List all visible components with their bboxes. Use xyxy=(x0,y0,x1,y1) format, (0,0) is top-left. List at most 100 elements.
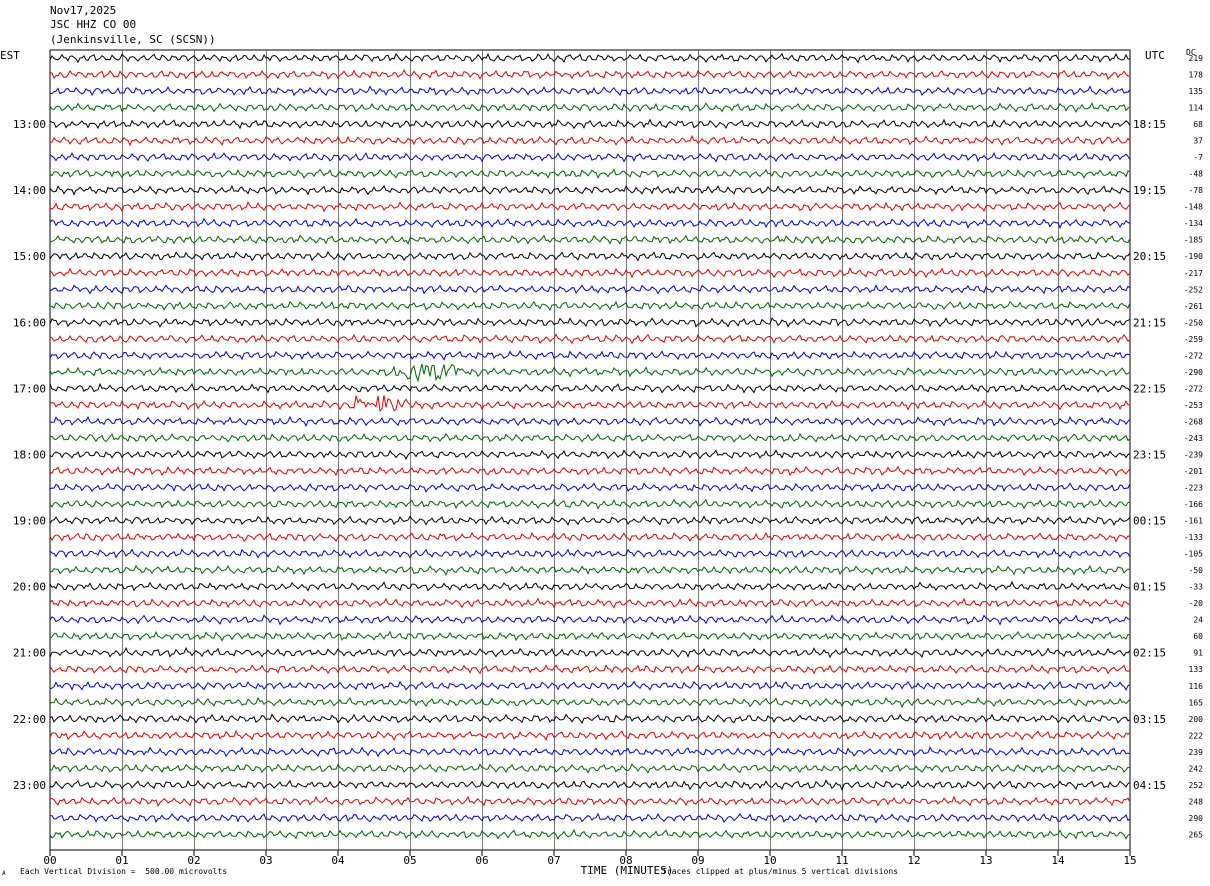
dc-offset-label: -261 xyxy=(1184,302,1203,311)
trace-line-21 xyxy=(49,395,1131,412)
right-hour-label: 19:15 xyxy=(1133,184,1166,197)
dc-offset-label: 252 xyxy=(1189,781,1204,790)
trace-line-12 xyxy=(49,250,1131,262)
x-tick-label: 11 xyxy=(835,854,848,867)
dc-offset-label: -105 xyxy=(1184,550,1203,559)
corner-mark: A xyxy=(2,870,6,877)
right-hour-label: 00:15 xyxy=(1133,515,1166,528)
left-hour-label: 13:00 xyxy=(13,118,46,131)
x-tick-label: 03 xyxy=(259,854,272,867)
left-hour-label: 16:00 xyxy=(13,316,46,329)
dc-offset-label: -190 xyxy=(1184,252,1203,261)
right-hour-label: 20:15 xyxy=(1133,250,1166,263)
trace-line-45 xyxy=(49,795,1131,807)
dc-offset-label: 178 xyxy=(1189,71,1204,80)
dc-offset-label: 219 xyxy=(1189,54,1204,63)
trace-line-31 xyxy=(49,564,1130,576)
trace-line-16 xyxy=(49,317,1131,328)
x-tick-label: 14 xyxy=(1051,854,1065,867)
dc-offset-label: -201 xyxy=(1184,467,1203,476)
scale-note: Each Vertical Division = 500.00 microvol… xyxy=(20,867,228,876)
dc-offset-label: -161 xyxy=(1184,517,1203,526)
right-hour-label: 01:15 xyxy=(1133,581,1166,594)
trace-line-3 xyxy=(49,101,1131,113)
trace-line-42 xyxy=(49,746,1131,758)
dc-offset-label: -166 xyxy=(1184,500,1203,509)
trace-line-34 xyxy=(49,614,1131,626)
left-hour-label: 20:00 xyxy=(13,581,46,594)
dc-offset-label: -185 xyxy=(1184,236,1203,245)
dc-offset-label: 239 xyxy=(1189,748,1204,757)
dc-offset-label: -250 xyxy=(1184,318,1203,327)
trace-line-1 xyxy=(49,69,1131,81)
trace-line-47 xyxy=(49,828,1131,840)
dc-offset-label: -7 xyxy=(1193,153,1203,162)
dc-label: DC xyxy=(1186,48,1196,57)
x-tick-label: 01 xyxy=(115,854,128,867)
dc-offset-label: -272 xyxy=(1184,384,1203,393)
right-hour-label: 23:15 xyxy=(1133,448,1166,461)
x-tick-label: 15 xyxy=(1123,854,1136,867)
trace-line-4 xyxy=(49,118,1131,130)
dc-offset-label: -243 xyxy=(1184,434,1203,443)
right-hour-label: 22:15 xyxy=(1133,382,1166,395)
header-date: Nov17,2025 xyxy=(50,4,117,17)
x-tick-label: 06 xyxy=(475,854,488,867)
dc-offset-label: -50 xyxy=(1189,566,1204,575)
left-hour-label: 15:00 xyxy=(13,250,46,263)
x-tick-label: 13 xyxy=(979,854,992,867)
trace-line-11 xyxy=(49,234,1131,245)
left-hour-label: 14:00 xyxy=(13,184,46,197)
trace-line-26 xyxy=(49,482,1131,493)
trace-line-5 xyxy=(49,134,1131,147)
trace-line-23 xyxy=(49,432,1131,443)
left-timezone-label: EST xyxy=(0,49,20,62)
trace-line-10 xyxy=(49,217,1131,230)
x-tick-label: 02 xyxy=(187,854,200,867)
dc-offset-label: 265 xyxy=(1189,830,1204,839)
dc-offset-label: 114 xyxy=(1189,104,1204,113)
x-tick-label: 09 xyxy=(691,854,704,867)
x-tick-label: 08 xyxy=(619,854,632,867)
dc-offset-label: 165 xyxy=(1189,698,1204,707)
plot-frame xyxy=(49,49,1131,851)
dc-offset-label: -134 xyxy=(1184,219,1203,228)
trace-line-13 xyxy=(49,267,1131,279)
trace-line-15 xyxy=(49,300,1131,312)
dc-offset-label: -48 xyxy=(1189,170,1204,179)
right-hour-label: 02:15 xyxy=(1133,647,1166,660)
dc-offset-label: 68 xyxy=(1193,120,1203,129)
left-hour-label: 22:00 xyxy=(13,713,46,726)
trace-line-40 xyxy=(49,713,1131,725)
dc-offset-label: -33 xyxy=(1189,583,1204,592)
dc-offset-label: 116 xyxy=(1189,682,1204,691)
trace-line-35 xyxy=(49,630,1131,642)
trace-line-41 xyxy=(49,729,1131,741)
dc-offset-label: -20 xyxy=(1189,599,1204,608)
trace-line-38 xyxy=(49,680,1131,691)
dc-offset-label: -268 xyxy=(1184,417,1203,426)
trace-line-20 xyxy=(49,382,1131,394)
trace-line-14 xyxy=(49,284,1131,295)
trace-line-0 xyxy=(49,52,1130,64)
right-hour-label: 18:15 xyxy=(1133,118,1166,131)
dc-offset-label: 60 xyxy=(1193,632,1203,641)
trace-line-43 xyxy=(50,762,1131,774)
dc-offset-label: -252 xyxy=(1184,285,1203,294)
x-tick-label: 04 xyxy=(331,854,345,867)
dc-offset-label: 200 xyxy=(1189,715,1204,724)
trace-line-37 xyxy=(49,663,1131,675)
trace-line-22 xyxy=(49,415,1131,428)
trace-line-8 xyxy=(49,184,1131,196)
left-hour-label: 19:00 xyxy=(13,515,46,528)
right-hour-label: 03:15 xyxy=(1133,713,1166,726)
trace-line-46 xyxy=(49,812,1131,824)
right-hour-label: 04:15 xyxy=(1133,779,1166,792)
trace-line-29 xyxy=(49,531,1131,543)
header-location: (Jenkinsville, SC (SCSN)) xyxy=(50,33,216,46)
dc-offset-label: -272 xyxy=(1184,351,1203,360)
trace-line-18 xyxy=(49,349,1131,361)
dc-offset-label: -253 xyxy=(1184,401,1203,410)
right-hour-label: 21:15 xyxy=(1133,316,1166,329)
